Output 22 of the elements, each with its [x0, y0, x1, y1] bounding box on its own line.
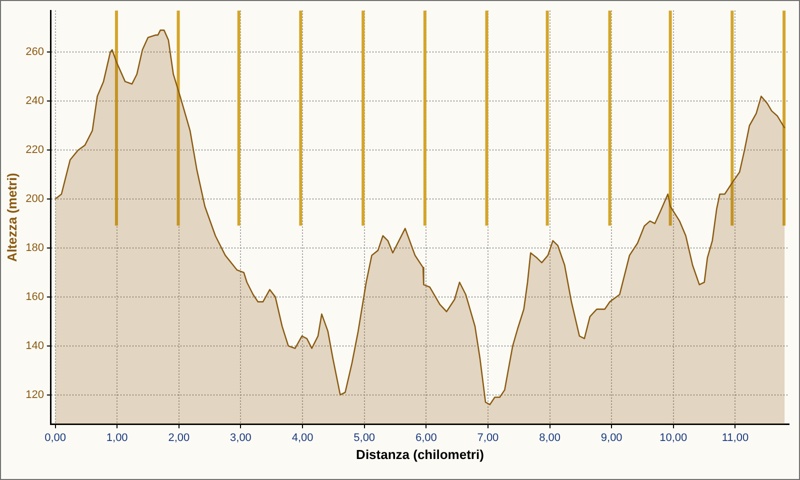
y-tick-label: 260 — [26, 46, 44, 58]
y-tick-label: 160 — [26, 290, 44, 303]
x-tick-label: 2,00 — [168, 432, 190, 444]
x-tick-label: 5,00 — [354, 432, 376, 444]
x-tick-label: 3,00 — [230, 432, 252, 444]
y-tick-label: 180 — [26, 242, 44, 254]
y-axis-title: Altezza (metri) — [4, 172, 20, 262]
x-tick-label: 4,00 — [292, 432, 314, 444]
x-axis-title: Distanza (chilometri) — [356, 446, 484, 462]
y-tick-label: 120 — [26, 388, 44, 401]
x-tick-label: 7,00 — [477, 432, 499, 444]
y-tick-label: 240 — [26, 95, 44, 108]
x-tick-label: 11,00 — [722, 432, 749, 444]
x-tick-label: 9,00 — [600, 432, 622, 444]
x-tick-label: 1,00 — [106, 432, 128, 444]
y-tick-label: 200 — [26, 193, 44, 206]
y-tick-label: 220 — [26, 144, 44, 156]
x-tick-label: 0,00 — [44, 432, 66, 444]
x-tick-label: 10,00 — [660, 432, 688, 444]
y-tick-label: 140 — [26, 340, 44, 352]
x-tick-label: 8,00 — [539, 432, 560, 444]
x-tick-label: 6,00 — [415, 432, 437, 444]
